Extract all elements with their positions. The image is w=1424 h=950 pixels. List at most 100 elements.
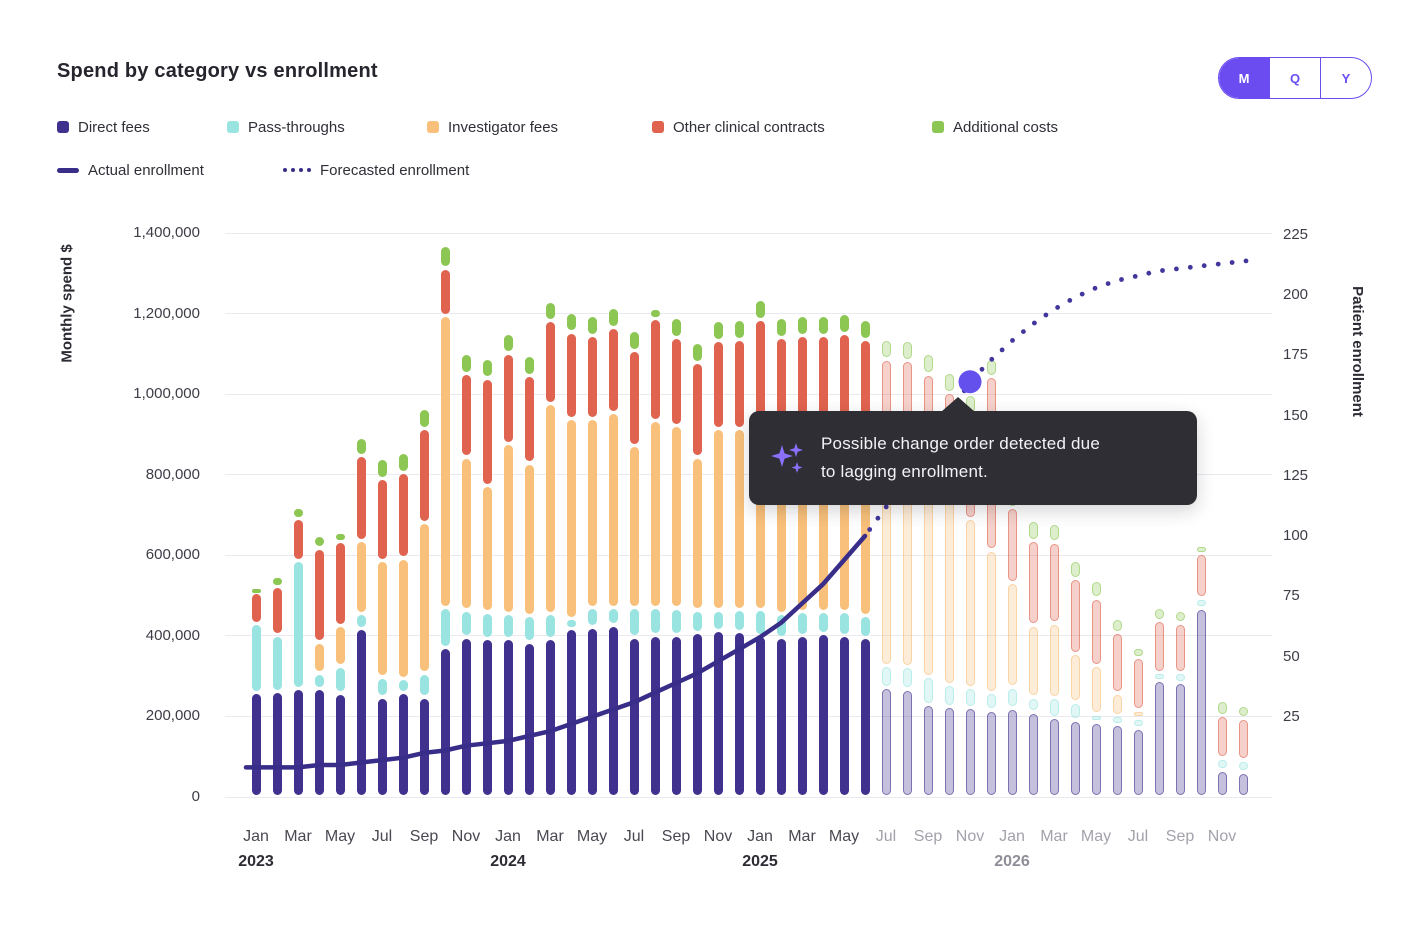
bar-segment-pass-throughs[interactable] xyxy=(482,613,492,637)
bar-segment-additional-costs[interactable] xyxy=(1112,619,1122,631)
bar-segment-direct-fees[interactable] xyxy=(986,711,996,796)
bar-segment-pass-throughs[interactable] xyxy=(923,677,933,703)
legend-item-investigator-fees[interactable]: Investigator fees xyxy=(427,117,558,137)
bar-segment-direct-fees[interactable] xyxy=(1154,681,1164,796)
bar-segment-pass-throughs[interactable] xyxy=(944,685,954,705)
bar-segment-additional-costs[interactable] xyxy=(1217,701,1227,714)
bar-segment-investigator-fees[interactable] xyxy=(734,429,744,609)
bar-segment-pass-throughs[interactable] xyxy=(608,608,618,624)
bar-segment-additional-costs[interactable] xyxy=(1196,546,1206,552)
bar-segment-investigator-fees[interactable] xyxy=(503,444,513,612)
bar-segment-investigator-fees[interactable] xyxy=(1070,654,1080,701)
bar-segment-other-clinical-contracts[interactable] xyxy=(545,322,555,403)
bar-segment-other-clinical-contracts[interactable] xyxy=(272,588,282,634)
bar-segment-other-clinical-contracts[interactable] xyxy=(734,341,744,427)
bar-segment-investigator-fees[interactable] xyxy=(650,421,660,606)
bar-segment-additional-costs[interactable] xyxy=(314,536,324,547)
bar-segment-pass-throughs[interactable] xyxy=(1175,673,1185,681)
bar-segment-direct-fees[interactable] xyxy=(1196,609,1206,796)
bar-segment-other-clinical-contracts[interactable] xyxy=(1133,658,1143,709)
bar-segment-investigator-fees[interactable] xyxy=(377,561,387,676)
bar-segment-investigator-fees[interactable] xyxy=(566,419,576,617)
bar-segment-additional-costs[interactable] xyxy=(398,453,408,471)
bar-segment-direct-fees[interactable] xyxy=(1007,709,1017,796)
bar-segment-other-clinical-contracts[interactable] xyxy=(1217,716,1227,757)
bar-segment-additional-costs[interactable] xyxy=(545,302,555,320)
bar-segment-other-clinical-contracts[interactable] xyxy=(461,374,471,456)
legend-item-actual-enrollment[interactable]: Actual enrollment xyxy=(57,160,204,180)
bar-segment-investigator-fees[interactable] xyxy=(314,643,324,672)
bar-segment-additional-costs[interactable] xyxy=(1028,521,1038,539)
bar-segment-investigator-fees[interactable] xyxy=(986,551,996,691)
bar-segment-additional-costs[interactable] xyxy=(797,317,807,335)
bar-segment-pass-throughs[interactable] xyxy=(1049,699,1059,716)
forecast-marker-dot[interactable] xyxy=(958,370,982,394)
bar-segment-additional-costs[interactable] xyxy=(1175,611,1185,622)
bar-segment-pass-throughs[interactable] xyxy=(629,608,639,636)
bar-segment-direct-fees[interactable] xyxy=(818,635,828,796)
bar-segment-other-clinical-contracts[interactable] xyxy=(797,337,807,427)
bar-segment-additional-costs[interactable] xyxy=(860,321,870,339)
bar-segment-investigator-fees[interactable] xyxy=(776,434,786,613)
bar-segment-additional-costs[interactable] xyxy=(566,313,576,331)
bar-segment-pass-throughs[interactable] xyxy=(713,611,723,629)
bar-segment-investigator-fees[interactable] xyxy=(335,627,345,665)
bar-segment-additional-costs[interactable] xyxy=(1049,524,1059,541)
bar-segment-additional-costs[interactable] xyxy=(734,321,744,339)
bar-segment-direct-fees[interactable] xyxy=(776,639,786,796)
bar-segment-investigator-fees[interactable] xyxy=(440,316,450,606)
bar-segment-additional-costs[interactable] xyxy=(419,409,429,427)
bar-segment-direct-fees[interactable] xyxy=(608,626,618,796)
bar-segment-pass-throughs[interactable] xyxy=(797,613,807,635)
bar-segment-additional-costs[interactable] xyxy=(608,308,618,326)
bar-segment-pass-throughs[interactable] xyxy=(860,617,870,637)
bar-segment-other-clinical-contracts[interactable] xyxy=(356,456,366,539)
bar-segment-direct-fees[interactable] xyxy=(755,637,765,796)
bar-segment-other-clinical-contracts[interactable] xyxy=(1007,508,1017,581)
bar-segment-other-clinical-contracts[interactable] xyxy=(314,549,324,641)
bar-segment-additional-costs[interactable] xyxy=(881,340,891,358)
bar-segment-investigator-fees[interactable] xyxy=(692,458,702,609)
bar-segment-direct-fees[interactable] xyxy=(419,698,429,796)
bar-segment-pass-throughs[interactable] xyxy=(1154,673,1164,679)
bar-segment-additional-costs[interactable] xyxy=(629,331,639,349)
bar-segment-pass-throughs[interactable] xyxy=(881,666,891,686)
bar-segment-direct-fees[interactable] xyxy=(629,638,639,796)
bar-segment-other-clinical-contracts[interactable] xyxy=(755,321,765,419)
bar-segment-pass-throughs[interactable] xyxy=(1091,715,1101,721)
bar-segment-investigator-fees[interactable] xyxy=(1028,626,1038,696)
bar-segment-investigator-fees[interactable] xyxy=(419,523,429,672)
bar-segment-pass-throughs[interactable] xyxy=(1217,759,1227,769)
bar-segment-additional-costs[interactable] xyxy=(503,334,513,352)
bar-segment-other-clinical-contracts[interactable] xyxy=(398,473,408,557)
bar-segment-pass-throughs[interactable] xyxy=(671,609,681,634)
bar-segment-direct-fees[interactable] xyxy=(692,633,702,796)
bar-segment-pass-throughs[interactable] xyxy=(251,625,261,691)
bar-segment-pass-throughs[interactable] xyxy=(1007,688,1017,707)
bar-segment-other-clinical-contracts[interactable] xyxy=(1238,719,1248,759)
bar-segment-direct-fees[interactable] xyxy=(440,648,450,796)
bar-segment-direct-fees[interactable] xyxy=(461,638,471,796)
bar-segment-additional-costs[interactable] xyxy=(986,360,996,376)
bar-segment-other-clinical-contracts[interactable] xyxy=(1154,621,1164,671)
bar-segment-additional-costs[interactable] xyxy=(671,318,681,336)
bar-segment-pass-throughs[interactable] xyxy=(503,614,513,637)
legend-item-direct-fees[interactable]: Direct fees xyxy=(57,117,150,137)
bar-segment-direct-fees[interactable] xyxy=(1217,771,1227,796)
bar-segment-investigator-fees[interactable] xyxy=(818,427,828,611)
bar-segment-investigator-fees[interactable] xyxy=(1091,666,1101,713)
bar-segment-additional-costs[interactable] xyxy=(1238,706,1248,717)
bar-segment-pass-throughs[interactable] xyxy=(1070,703,1080,719)
bar-segment-direct-fees[interactable] xyxy=(314,689,324,796)
bar-segment-other-clinical-contracts[interactable] xyxy=(503,354,513,442)
bar-segment-direct-fees[interactable] xyxy=(1028,713,1038,796)
bar-segment-other-clinical-contracts[interactable] xyxy=(1091,599,1101,664)
bar-segment-direct-fees[interactable] xyxy=(650,636,660,796)
toggle-month-button[interactable]: M xyxy=(1219,58,1269,98)
bar-segment-additional-costs[interactable] xyxy=(776,319,786,337)
bar-segment-investigator-fees[interactable] xyxy=(965,519,975,686)
bar-segment-direct-fees[interactable] xyxy=(797,637,807,796)
bar-segment-direct-fees[interactable] xyxy=(965,709,975,796)
bar-segment-direct-fees[interactable] xyxy=(1175,683,1185,796)
bar-segment-other-clinical-contracts[interactable] xyxy=(482,379,492,484)
